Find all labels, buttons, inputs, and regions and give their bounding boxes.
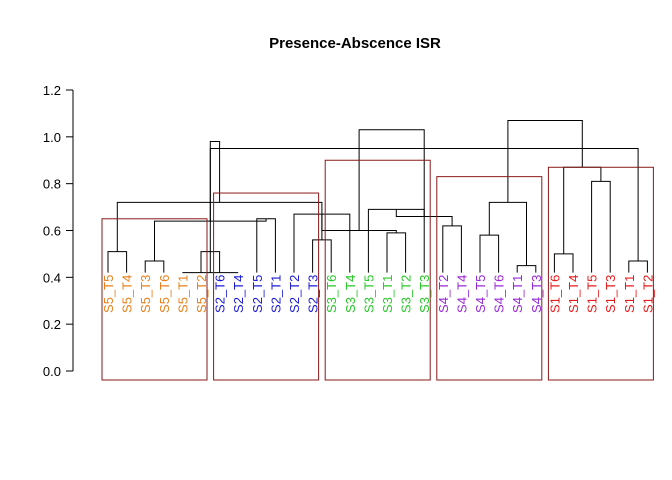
leaf-label: S3_T3 — [417, 275, 432, 313]
leaf-label: S2_T5 — [250, 275, 265, 313]
leaf-label: S4_T2 — [436, 275, 451, 313]
leaf-label: S4_T6 — [492, 275, 507, 313]
y-axis: 0.0 0.2 0.4 0.6 0.8 1.0 1.2 — [43, 83, 74, 379]
leaf-label: S5_T6 — [157, 275, 172, 313]
leaf-label: S1_T1 — [622, 275, 637, 313]
dendrogram-branch — [386, 232, 407, 273]
cluster-box — [324, 159, 431, 381]
dendrogram-branch — [507, 119, 583, 203]
y-tick-label: 0.8 — [43, 177, 61, 192]
dendrogram-branch — [358, 129, 425, 231]
cluster-box — [436, 176, 543, 381]
dendrogram-branch — [479, 234, 500, 273]
cluster-boxes — [101, 159, 654, 381]
dendrogram-branch — [488, 201, 527, 266]
leaf-label: S1_T4 — [566, 275, 581, 313]
cluster-box — [101, 218, 208, 381]
cluster-box — [213, 192, 320, 381]
leaf-label: S3_T1 — [380, 275, 395, 313]
y-tick-label: 1.0 — [43, 130, 61, 145]
y-tick-label: 0.2 — [43, 317, 61, 332]
chart-title: Presence-Abscence ISR — [269, 35, 441, 52]
dendrogram-branch — [553, 253, 574, 273]
dendrogram-branch — [107, 251, 128, 273]
dendrogram-branch — [367, 208, 425, 273]
leaf-label: S2_T3 — [306, 275, 321, 313]
leaf-label: S4_T5 — [473, 275, 488, 313]
leaf-labels: S5_T5 S5_T4 S5_T3 S5_T6 S5_T1 S5_T2 S2_T6 S2_T4… — [101, 275, 655, 313]
leaf-label: S5_T3 — [138, 275, 153, 313]
leaf-label: S3_T5 — [361, 275, 376, 313]
leaf-label: S3_T4 — [343, 275, 358, 313]
leaf-label: S5_T4 — [120, 275, 135, 313]
leaf-label: S4_T1 — [510, 275, 525, 313]
y-tick-label: 0.4 — [43, 270, 61, 285]
leaf-label: S2_T2 — [287, 275, 302, 313]
leaf-label: S2_T1 — [268, 275, 283, 313]
leaf-label: S5_T2 — [194, 275, 209, 313]
leaf-label: S1_T6 — [547, 275, 562, 313]
dendrogram-branch — [628, 260, 648, 273]
leaf-label: S4_T3 — [529, 275, 544, 313]
leaf-label: S1_T5 — [585, 275, 600, 313]
dendrogram-tree — [107, 119, 648, 274]
y-tick-label: 1.2 — [43, 83, 61, 98]
y-tick-label: 0.6 — [43, 224, 61, 239]
dendrogram-branch — [116, 201, 323, 252]
dendrogram-branch — [144, 260, 165, 273]
leaf-label: S3_T6 — [324, 275, 339, 313]
dendrogram-branch — [516, 265, 537, 273]
dendrogram-branch — [591, 180, 611, 273]
dendrogram-branch — [209, 141, 221, 222]
dendrogram-branch — [563, 166, 602, 254]
leaf-label: S5_T1 — [175, 275, 190, 313]
leaf-label: S1_T3 — [603, 275, 618, 313]
dendrogram-branch — [256, 218, 276, 273]
leaf-label: S3_T2 — [399, 275, 414, 313]
dendrogram-branch — [442, 225, 462, 273]
cluster-box — [547, 166, 654, 381]
y-tick-label: 0.0 — [43, 364, 61, 379]
leaf-label: S5_T5 — [101, 275, 116, 313]
dendrogram-branch — [312, 239, 332, 273]
leaf-label: S1_T2 — [640, 275, 655, 313]
leaf-label: S2_T4 — [231, 275, 246, 313]
leaf-label: S4_T4 — [454, 275, 469, 313]
leaf-label: S2_T6 — [213, 275, 228, 313]
